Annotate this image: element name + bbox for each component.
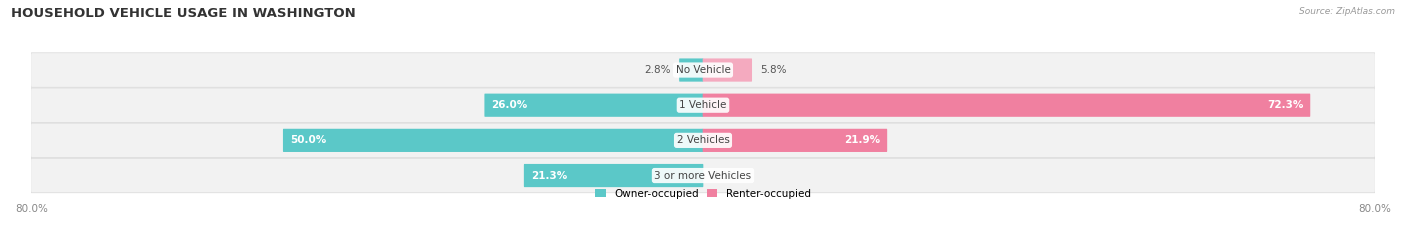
Text: 21.3%: 21.3% — [531, 171, 567, 181]
Text: No Vehicle: No Vehicle — [675, 65, 731, 75]
Text: 2 Vehicles: 2 Vehicles — [676, 135, 730, 145]
Text: 50.0%: 50.0% — [290, 135, 326, 145]
Text: 0.0%: 0.0% — [711, 171, 738, 181]
Text: HOUSEHOLD VEHICLE USAGE IN WASHINGTON: HOUSEHOLD VEHICLE USAGE IN WASHINGTON — [11, 7, 356, 20]
Text: 1 Vehicle: 1 Vehicle — [679, 100, 727, 110]
FancyBboxPatch shape — [31, 88, 1375, 122]
Text: 26.0%: 26.0% — [492, 100, 527, 110]
FancyBboxPatch shape — [703, 94, 1310, 117]
FancyBboxPatch shape — [485, 94, 703, 117]
Legend: Owner-occupied, Renter-occupied: Owner-occupied, Renter-occupied — [591, 184, 815, 203]
Text: 3 or more Vehicles: 3 or more Vehicles — [654, 171, 752, 181]
FancyBboxPatch shape — [31, 158, 1375, 193]
FancyBboxPatch shape — [283, 129, 703, 152]
FancyBboxPatch shape — [703, 58, 752, 82]
Text: 5.8%: 5.8% — [761, 65, 786, 75]
FancyBboxPatch shape — [679, 58, 703, 82]
FancyBboxPatch shape — [31, 123, 1375, 158]
Text: 21.9%: 21.9% — [844, 135, 880, 145]
FancyBboxPatch shape — [31, 53, 1375, 87]
Text: 72.3%: 72.3% — [1267, 100, 1303, 110]
FancyBboxPatch shape — [703, 129, 887, 152]
FancyBboxPatch shape — [524, 164, 703, 187]
Text: Source: ZipAtlas.com: Source: ZipAtlas.com — [1299, 7, 1395, 16]
Text: 2.8%: 2.8% — [644, 65, 671, 75]
